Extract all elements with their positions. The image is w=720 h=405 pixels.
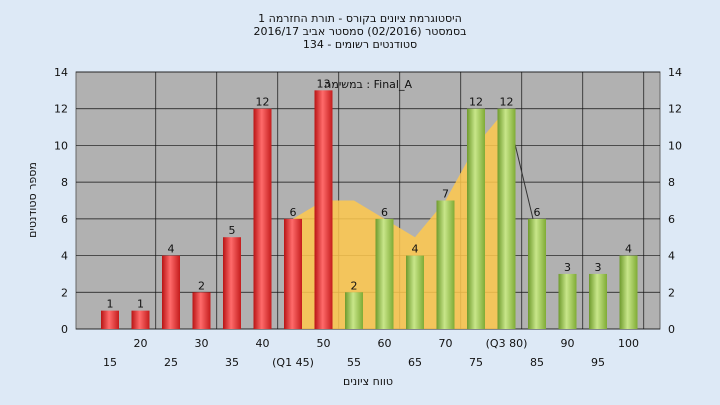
data-labels: 1 1 4 2 5 12 6 13 2 6 4 7 12 12 6 3 3 4: [107, 77, 633, 310]
y-tick-label-right: 12: [668, 103, 682, 116]
bar-16: [589, 273, 607, 329]
chart-annotation: במשימה : Final_A: [324, 78, 412, 91]
x-tick-label: (Q1 45): [272, 356, 314, 369]
x-tick-label: 100: [618, 337, 639, 350]
bar-5: [253, 108, 272, 329]
bar-9: [375, 218, 394, 329]
x-tick-label: 30: [195, 337, 209, 350]
bar-13: [497, 108, 516, 329]
chart-title-line-3: סטודנטים רשומים - 134: [303, 38, 417, 51]
x-tick-label: 85: [530, 356, 544, 369]
bar-value-label: 2: [351, 279, 358, 292]
y-tick-label-right: 0: [668, 323, 675, 336]
area-fill: [289, 108, 511, 329]
x-axis-ticks: 15 20 25 30 35 40(Q1 45)50 55 60 65 70 75(Q3 80)85…: [103, 337, 639, 369]
bar-value-label: 3: [595, 261, 602, 274]
bar-value-label: 4: [168, 243, 175, 256]
y-tick-label-left: 2: [61, 286, 68, 299]
y-tick-label-right: 6: [668, 213, 675, 226]
bar-14: [528, 218, 546, 329]
x-tick-label: 15: [103, 356, 117, 369]
bar-value-label: 4: [625, 243, 632, 256]
chart-title-line-2: בסמסטר (02/2016) סמסטר אביב 2016/17: [253, 25, 466, 38]
bar-6: [284, 218, 302, 329]
bar-3: [192, 292, 211, 329]
x-tick-label: 50: [317, 337, 331, 350]
x-tick-label: 35: [225, 356, 239, 369]
bar-value-label: 2: [198, 279, 205, 292]
bar-value-label: 6: [381, 206, 388, 219]
bar-4: [223, 237, 241, 329]
bar-8: [345, 292, 363, 329]
x-tick-label: (Q3 80): [486, 337, 528, 350]
bar-value-label: 1: [137, 298, 144, 311]
bar-value-label: 4: [412, 243, 419, 256]
bar-value-label: 5: [229, 224, 236, 237]
y-axis-right-ticks: 0 2 4 6 8 10 12 14: [668, 66, 682, 336]
x-tick-label: 75: [469, 356, 483, 369]
x-tick-label: 70: [439, 337, 453, 350]
bar-value-label: 12: [256, 96, 270, 109]
y-tick-label-right: 4: [668, 250, 675, 263]
bar-value-label: 6: [290, 206, 297, 219]
y-tick-label-left: 8: [61, 176, 68, 189]
y-tick-label-right: 2: [668, 286, 675, 299]
bar-value-label: 6: [534, 206, 541, 219]
x-tick-label: 60: [378, 337, 392, 350]
y-tick-label-right: 8: [668, 176, 675, 189]
bar-2: [162, 255, 180, 329]
y-tick-label-left: 14: [54, 66, 68, 79]
bar-0: [101, 310, 119, 329]
bar-value-label: 3: [564, 261, 571, 274]
y-axis-left-ticks: 0 2 4 6 8 10 12 14: [54, 66, 68, 336]
bar-1: [131, 310, 150, 329]
y-tick-label-left: 10: [54, 139, 68, 152]
bar-value-label: 7: [442, 188, 449, 201]
y-tick-label-right: 10: [668, 139, 682, 152]
x-tick-label: 20: [134, 337, 148, 350]
bar-series: [101, 90, 638, 329]
chart-title-line-1: היסטוגרמת ציונים בקורס - תורת החזרמה 1: [258, 12, 462, 25]
y-tick-label-left: 4: [61, 250, 68, 263]
x-tick-label: 55: [347, 356, 361, 369]
y-tick-label-left: 0: [61, 323, 68, 336]
x-tick-label: 90: [561, 337, 575, 350]
bar-12: [467, 108, 485, 329]
y-tick-label-right: 14: [668, 66, 682, 79]
bar-15: [558, 273, 577, 329]
bar-value-label: 12: [469, 96, 483, 109]
x-tick-label: 40: [256, 337, 270, 350]
y-tick-label-left: 12: [54, 103, 68, 116]
x-tick-label: 65: [408, 356, 422, 369]
bar-11: [436, 200, 455, 329]
bar-17: [619, 255, 638, 329]
x-axis-label: טווח ציונים: [343, 375, 393, 388]
bar-value-label: 1: [107, 298, 114, 311]
x-tick-label: 25: [164, 356, 178, 369]
bar-value-label: 12: [500, 96, 514, 109]
bar-value-label: 13: [317, 77, 331, 90]
y-axis-label: מספר סטודנטים: [26, 162, 39, 238]
bar-10: [406, 255, 424, 329]
y-tick-label-left: 6: [61, 213, 68, 226]
bar-7: [314, 90, 333, 329]
x-tick-label: 95: [591, 356, 605, 369]
